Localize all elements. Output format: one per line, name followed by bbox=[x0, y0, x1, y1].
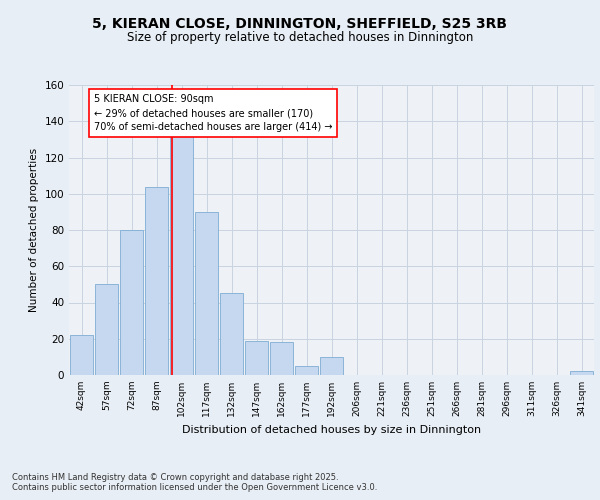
Bar bbox=[270, 342, 293, 375]
Bar bbox=[120, 230, 143, 375]
Text: 5, KIERAN CLOSE, DINNINGTON, SHEFFIELD, S25 3RB: 5, KIERAN CLOSE, DINNINGTON, SHEFFIELD, … bbox=[92, 18, 508, 32]
Bar bbox=[170, 126, 193, 375]
Bar bbox=[220, 294, 243, 375]
Bar bbox=[95, 284, 118, 375]
X-axis label: Distribution of detached houses by size in Dinnington: Distribution of detached houses by size … bbox=[182, 424, 481, 434]
Text: 5 KIERAN CLOSE: 90sqm
← 29% of detached houses are smaller (170)
70% of semi-det: 5 KIERAN CLOSE: 90sqm ← 29% of detached … bbox=[94, 94, 332, 132]
Bar bbox=[295, 366, 318, 375]
Text: Contains HM Land Registry data © Crown copyright and database right 2025.
Contai: Contains HM Land Registry data © Crown c… bbox=[12, 472, 377, 492]
Bar bbox=[570, 372, 593, 375]
Bar bbox=[195, 212, 218, 375]
Bar bbox=[245, 340, 268, 375]
Text: Size of property relative to detached houses in Dinnington: Size of property relative to detached ho… bbox=[127, 31, 473, 44]
Y-axis label: Number of detached properties: Number of detached properties bbox=[29, 148, 39, 312]
Bar bbox=[320, 357, 343, 375]
Bar bbox=[70, 335, 93, 375]
Bar bbox=[145, 186, 168, 375]
